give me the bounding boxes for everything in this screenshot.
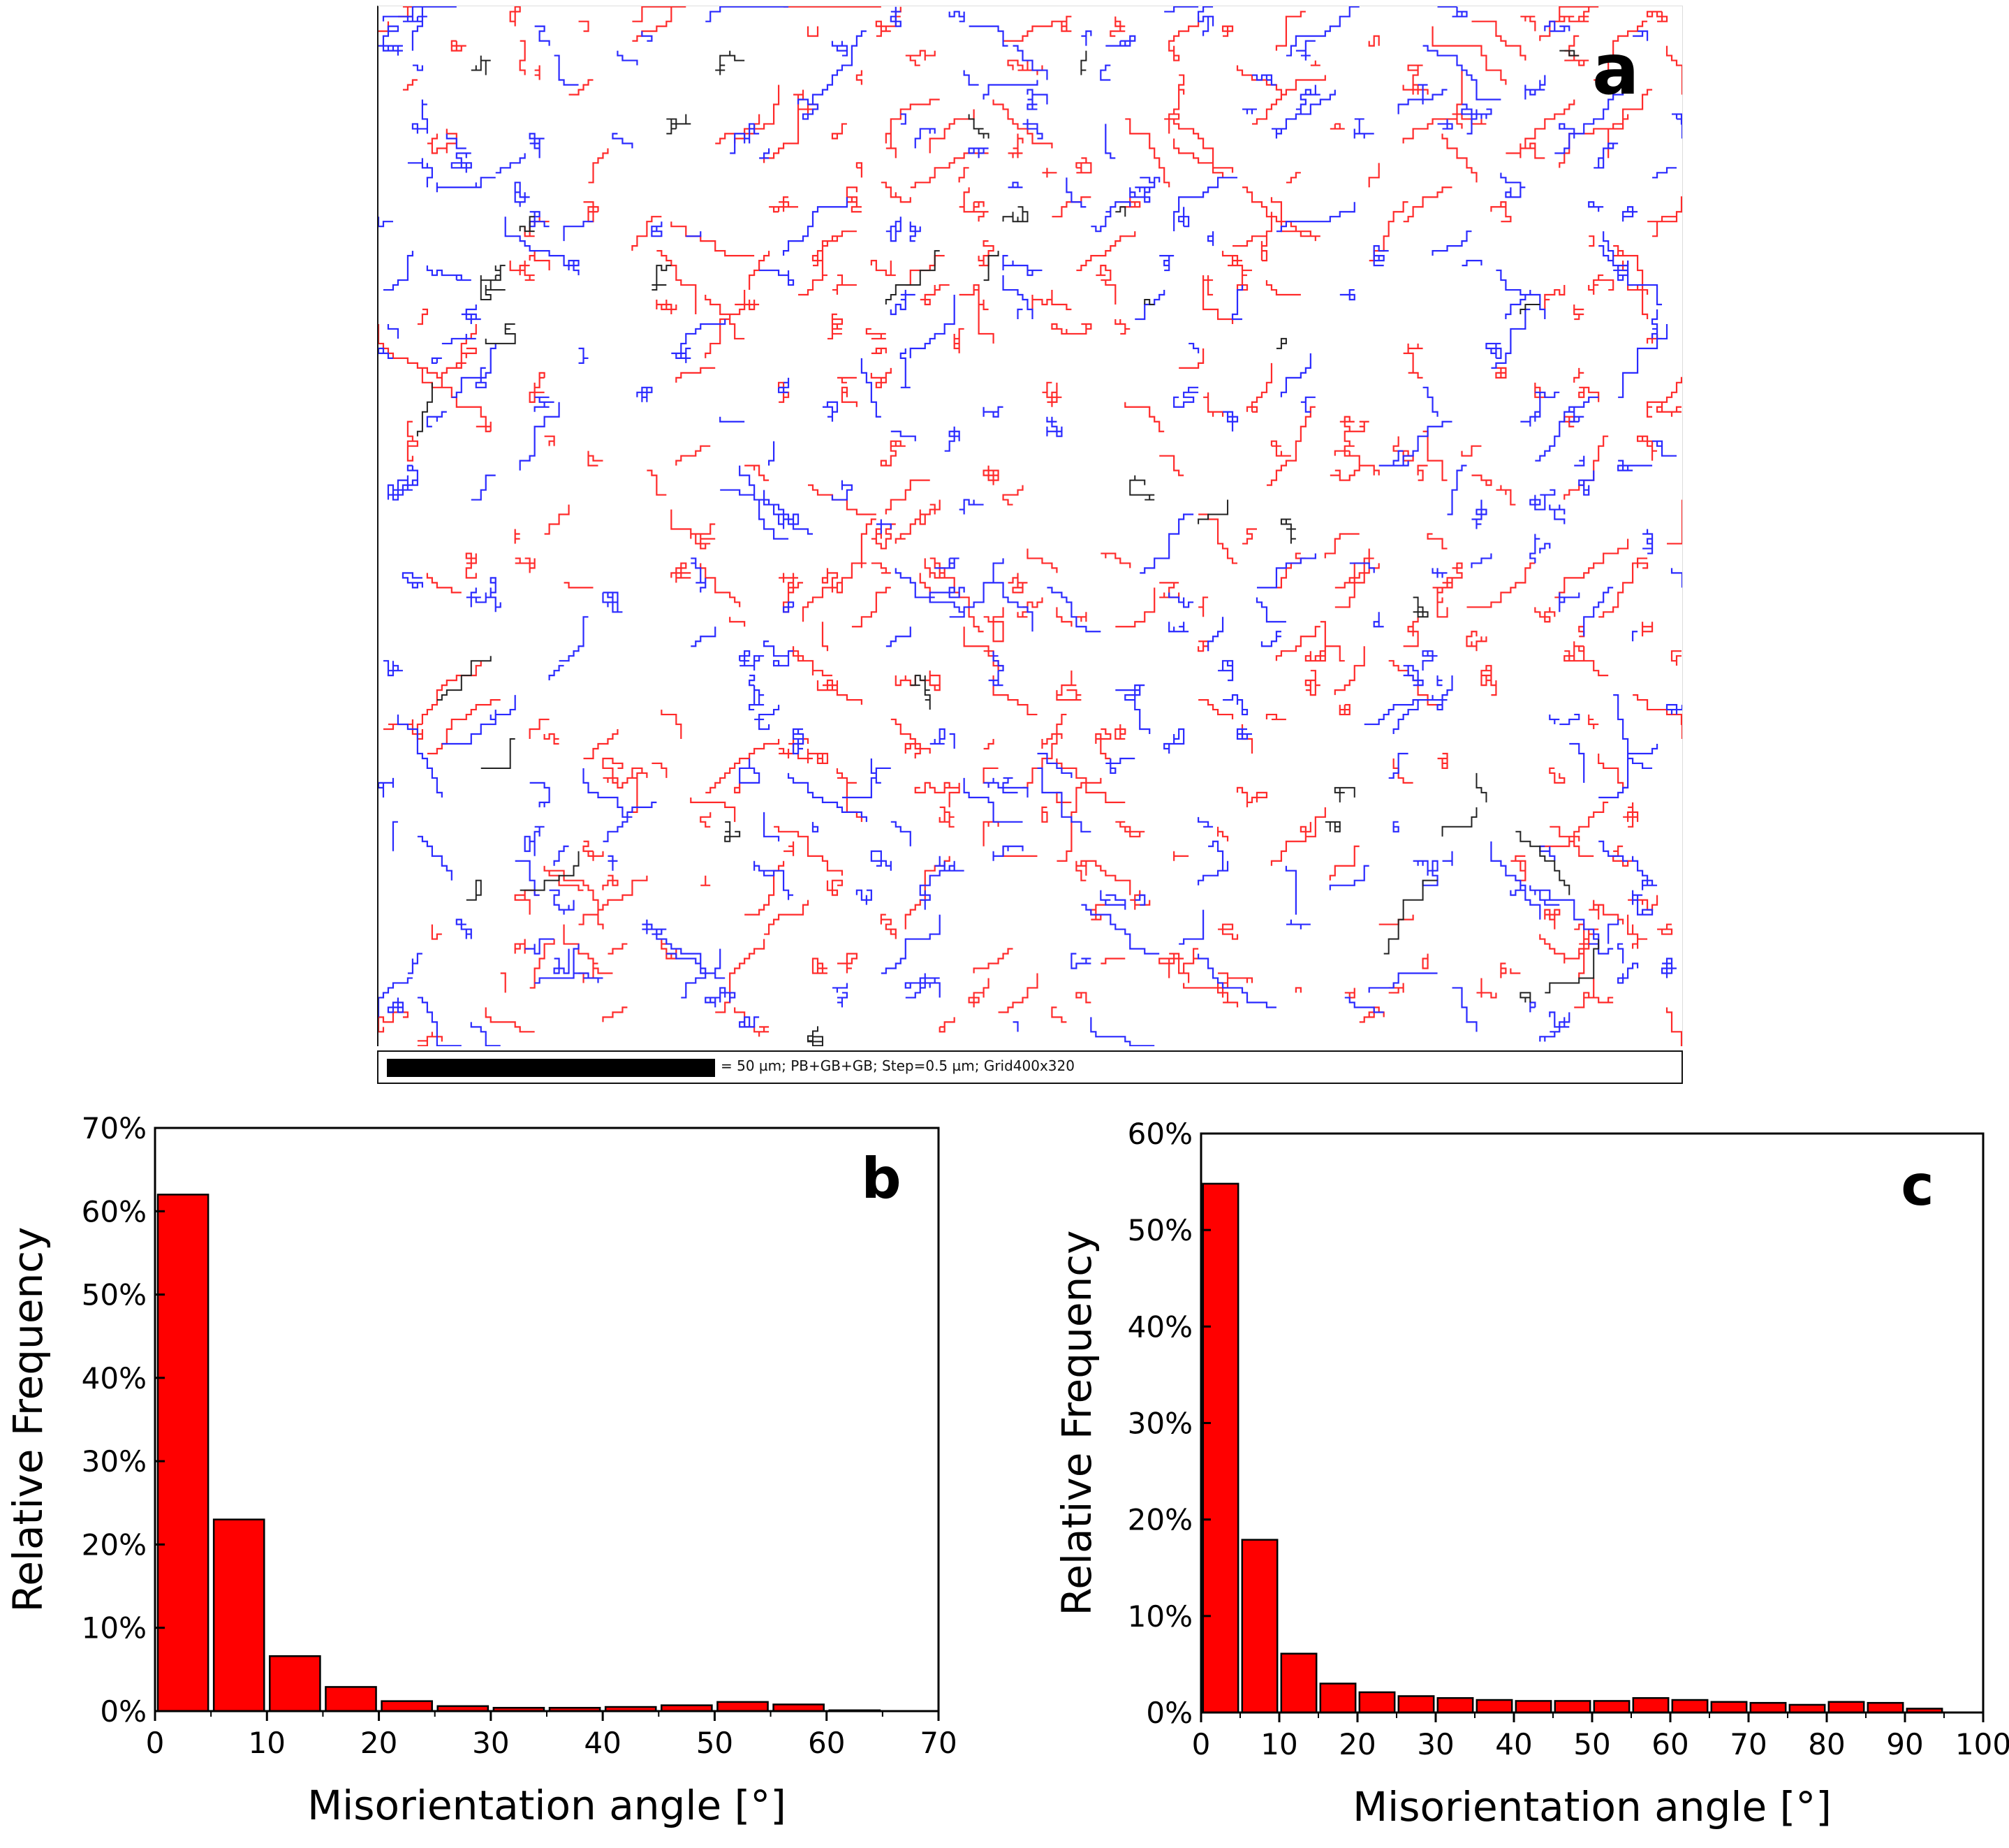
x-tick-label: 90 bbox=[1886, 1727, 1923, 1761]
panel-label: c bbox=[1901, 1153, 1934, 1218]
y-tick-label: 20% bbox=[1128, 1503, 1193, 1537]
y-tick-label: 0% bbox=[1146, 1696, 1193, 1730]
x-tick-label: 80 bbox=[1808, 1727, 1845, 1761]
y-tick-label: 40% bbox=[1128, 1310, 1193, 1344]
plot-frame bbox=[154, 1127, 940, 1713]
y-tick-label: 10% bbox=[82, 1611, 147, 1645]
histogram-bar bbox=[269, 1655, 321, 1713]
y-tick-label: 60% bbox=[82, 1194, 147, 1229]
x-tick-label: 50 bbox=[1573, 1727, 1610, 1761]
histogram-bar bbox=[1202, 1182, 1239, 1714]
histogram-bar bbox=[1280, 1652, 1318, 1714]
histogram-bar bbox=[1710, 1701, 1748, 1714]
x-tick-label: 70 bbox=[1730, 1727, 1767, 1761]
panel-label: b bbox=[861, 1146, 901, 1211]
y-tick-label: 30% bbox=[82, 1444, 147, 1479]
histogram-b: 0% 10% 20% 30% 40% 50% 60% 70% 0 10 20 30 40 50 60 70 Mi… bbox=[4, 1111, 957, 1829]
histogram-bar bbox=[1671, 1699, 1709, 1714]
x-tick-label: 40 bbox=[1495, 1727, 1532, 1761]
y-tick-label: 60% bbox=[1128, 1117, 1193, 1151]
y-tick-label: 20% bbox=[82, 1527, 147, 1562]
scale-bar bbox=[387, 1059, 715, 1077]
y-tick-label: 50% bbox=[82, 1278, 147, 1312]
plot-frame bbox=[1200, 1132, 1985, 1714]
histogram-bar bbox=[1827, 1701, 1865, 1714]
y-tick-label: 10% bbox=[1128, 1599, 1193, 1634]
x-tick-label: 100 bbox=[1955, 1727, 2009, 1761]
histogram-bar bbox=[1436, 1697, 1474, 1714]
y-tick-label: 30% bbox=[1128, 1407, 1193, 1441]
histogram-bar bbox=[1749, 1701, 1787, 1714]
blue-boundary-network bbox=[378, 6, 1682, 1046]
y-tick-label: 50% bbox=[1128, 1213, 1193, 1247]
histogram-bar bbox=[716, 1701, 769, 1713]
histogram-bar bbox=[1554, 1700, 1591, 1714]
histogram-bar bbox=[1867, 1701, 1904, 1714]
scale-bar-box: = 50 µm; PB+GB+GB; Step=0.5 µm; Grid400x… bbox=[377, 1050, 1683, 1084]
x-tick-label: 60 bbox=[808, 1726, 845, 1760]
x-axis-title: Misorientation angle [°] bbox=[307, 1782, 786, 1829]
x-tick-label: 50 bbox=[696, 1726, 733, 1760]
black-boundary-network bbox=[416, 50, 1600, 1046]
histogram-bar bbox=[1397, 1695, 1435, 1714]
histogram-bar bbox=[1241, 1539, 1279, 1714]
histogram-bar bbox=[1632, 1697, 1670, 1714]
x-axis-title: Misorientation angle [°] bbox=[1353, 1783, 1832, 1831]
x-tick-label: 60 bbox=[1651, 1727, 1688, 1761]
y-tick-label: 70% bbox=[82, 1111, 147, 1145]
ebsd-boundary-map bbox=[377, 6, 1683, 1046]
red-boundary-network bbox=[378, 6, 1682, 1046]
x-tick-label: 10 bbox=[1260, 1727, 1297, 1761]
y-tick-label: 0% bbox=[100, 1694, 147, 1729]
x-tick-label: 40 bbox=[584, 1726, 621, 1760]
y-axis-title: Relative Frequency bbox=[1053, 1231, 1101, 1616]
histogram-bar bbox=[156, 1194, 209, 1713]
y-axis-title: Relative Frequency bbox=[4, 1227, 52, 1613]
panel-a-label: a bbox=[1592, 29, 1640, 110]
x-tick-label: 20 bbox=[360, 1726, 397, 1760]
x-tick-label: 30 bbox=[1417, 1727, 1454, 1761]
y-tick-label: 40% bbox=[82, 1361, 147, 1395]
histogram-bar bbox=[1515, 1700, 1552, 1714]
x-tick-label: 0 bbox=[146, 1726, 165, 1760]
histogram-bar bbox=[1788, 1703, 1826, 1714]
histogram-bar bbox=[325, 1686, 377, 1713]
histogram-bar bbox=[1358, 1691, 1396, 1714]
histogram-bar bbox=[381, 1700, 433, 1713]
x-tick-label: 0 bbox=[1192, 1727, 1211, 1761]
x-tick-label: 30 bbox=[472, 1726, 509, 1760]
histogram-bar bbox=[1476, 1699, 1513, 1714]
ebsd-map-panel: = 50 µm; PB+GB+GB; Step=0.5 µm; Grid400x… bbox=[377, 6, 1683, 1085]
histogram-c: 0% 10% 20% 30% 40% 50% 60% 0 10 20 30 40 50 60 70 80 90 1… bbox=[1053, 1117, 2009, 1831]
histogram-bar bbox=[1593, 1700, 1631, 1714]
histogram-bar bbox=[1319, 1682, 1357, 1714]
x-tick-label: 10 bbox=[249, 1726, 286, 1760]
histogram-bar bbox=[212, 1518, 265, 1713]
x-tick-label: 20 bbox=[1339, 1727, 1376, 1761]
scale-bar-text: = 50 µm; PB+GB+GB; Step=0.5 µm; Grid400x… bbox=[721, 1057, 1075, 1074]
x-tick-label: 70 bbox=[920, 1726, 957, 1760]
